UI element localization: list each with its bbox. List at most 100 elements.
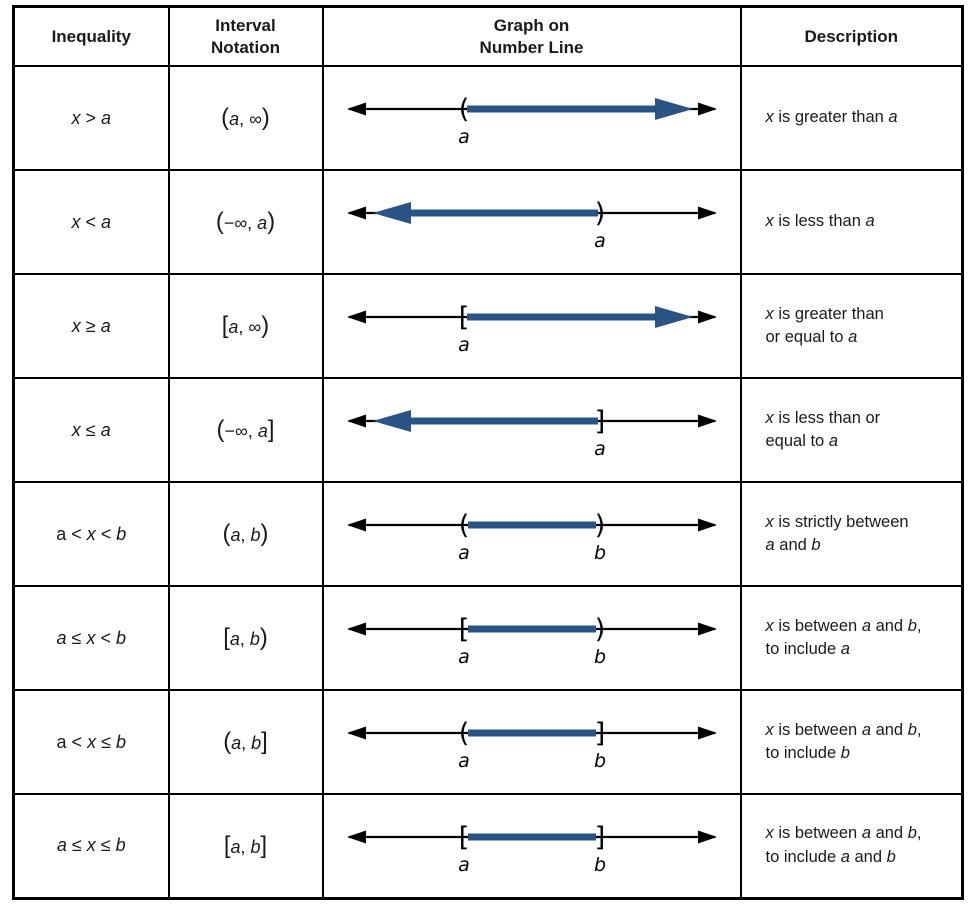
- axis-left-arrowhead: [346, 310, 366, 324]
- math-variable: x: [71, 107, 81, 128]
- math-text: ≥: [80, 315, 101, 336]
- endpoint-symbol: (: [458, 718, 469, 749]
- math-text: [: [223, 831, 231, 859]
- math-variable: a: [230, 836, 241, 857]
- interval-notation-cell: (a, b]: [167, 689, 324, 795]
- math-text: ≤: [95, 835, 116, 856]
- number-line-cell: ) a: [321, 169, 742, 275]
- description-cell: x is less than or equal to a: [739, 377, 964, 483]
- math-variable: x: [86, 523, 96, 544]
- inequality-cell: a ≤ x ≤ b: [12, 793, 170, 899]
- endpoint-symbol: ]: [594, 718, 605, 749]
- header-row: Inequality Interval Notation Graph on Nu…: [12, 5, 964, 67]
- math-variable: a: [865, 212, 875, 231]
- math-variable: x: [71, 315, 81, 336]
- interval-notation-cell: [a, ∞): [167, 273, 324, 379]
- math-variable: b: [249, 629, 260, 649]
- endpoint-label: b: [593, 542, 605, 564]
- math-variable: x: [71, 419, 81, 440]
- math-variable: b: [811, 536, 821, 554]
- axis-right-arrowhead: [697, 830, 717, 844]
- math-text: <: [95, 627, 116, 648]
- math-variable: a: [848, 328, 858, 346]
- table-row: x > a (a, ∞) (a x is greater than a: [12, 65, 964, 171]
- endpoint-symbol: ]: [594, 406, 605, 437]
- math-text: ]: [260, 831, 268, 859]
- math-text: equal to: [765, 432, 829, 450]
- math-text: ): [259, 624, 268, 651]
- math-text: , ∞: [239, 109, 262, 129]
- description-cell: x is strictly between a and b: [739, 481, 964, 587]
- table-row: x < a (−∞, a) ) a x is less than a: [12, 169, 964, 275]
- math-variable: a: [56, 627, 67, 648]
- description-cell: x is greater than a: [739, 65, 964, 171]
- endpoint-label: b: [593, 646, 605, 668]
- table-row: x ≥ a [a, ∞) [a x is greater than or equa…: [12, 273, 964, 379]
- interval-notation-cell: (−∞, a): [167, 169, 324, 275]
- math-text: and: [871, 824, 908, 843]
- inequality-cell: x ≥ a: [12, 273, 170, 379]
- axis-right-arrowhead: [697, 102, 717, 116]
- endpoint-label: a: [458, 854, 470, 876]
- math-variable: b: [907, 824, 917, 843]
- number-line-graph: (a]b: [346, 718, 717, 772]
- axis-right-arrowhead: [697, 414, 717, 428]
- endpoint-symbol: ]: [594, 822, 605, 853]
- math-variable: a: [840, 847, 850, 866]
- math-text: (: [215, 208, 224, 235]
- math-variable: b: [907, 720, 917, 739]
- math-text: [: [221, 312, 229, 339]
- math-variable: a: [101, 211, 112, 232]
- math-text: a: [56, 731, 67, 752]
- table-row: x ≤ a (−∞, a] ] a x is less than or equal …: [12, 377, 964, 483]
- math-variable: a: [861, 616, 871, 635]
- math-variable: x: [765, 212, 774, 231]
- math-text: ,: [241, 733, 252, 753]
- math-text: is between: [773, 720, 862, 739]
- axis-left-arrowhead: [346, 622, 366, 636]
- number-line-graph: (a)b: [346, 510, 717, 564]
- math-variable: x: [765, 408, 774, 427]
- math-variable: a: [231, 733, 242, 753]
- axis-left-arrowhead: [346, 726, 366, 740]
- interval-notation-cell: (a, ∞): [167, 65, 324, 171]
- endpoint-label: b: [593, 750, 605, 772]
- math-variable: x: [765, 616, 774, 635]
- description-cell: x is between a and b, to include b: [739, 689, 964, 795]
- math-text: and: [871, 720, 908, 739]
- inequality-cell: a < x ≤ b: [12, 689, 170, 795]
- math-text: ,: [916, 824, 922, 843]
- math-variable: a: [861, 720, 871, 739]
- math-text: <: [80, 211, 101, 232]
- endpoint-label: a: [458, 542, 470, 564]
- axis-right-arrowhead: [697, 206, 717, 220]
- axis-right-arrowhead: [697, 310, 717, 324]
- column-header-description: Description: [739, 5, 964, 67]
- interval-notation-cell: (a, b): [167, 481, 324, 587]
- math-variable: b: [115, 627, 126, 648]
- math-variable: x: [765, 720, 774, 739]
- table-row: a < x < b (a, b) (a) b x is strictly betw…: [12, 481, 964, 587]
- math-variable: a: [257, 421, 268, 441]
- table-row: a ≤ x < b [a, b) [a) b x is between a and…: [12, 585, 964, 691]
- math-text: (: [221, 104, 230, 131]
- math-text: is between: [773, 616, 862, 635]
- number-line-graph: [a)b: [346, 614, 717, 668]
- axis-right-arrowhead: [697, 726, 717, 740]
- math-variable: a: [257, 213, 268, 233]
- endpoint-symbol: [: [458, 822, 469, 853]
- endpoint-label: b: [593, 854, 605, 876]
- math-text: is less than: [773, 212, 866, 231]
- axis-right-arrowhead: [697, 518, 717, 532]
- axis-left-arrowhead: [346, 102, 366, 116]
- math-variable: x: [765, 824, 774, 843]
- number-line-graph: ]a: [346, 406, 717, 460]
- axis-left-arrowhead: [346, 206, 366, 220]
- endpoint-symbol: [: [458, 302, 469, 333]
- column-header-interval-notation: Interval Notation: [167, 5, 324, 67]
- math-variable: a: [828, 432, 838, 450]
- interval-notation-cell: [a, b): [167, 585, 324, 691]
- axis-left-arrowhead: [346, 414, 366, 428]
- math-variable: a: [56, 835, 67, 856]
- math-variable: x: [765, 108, 774, 127]
